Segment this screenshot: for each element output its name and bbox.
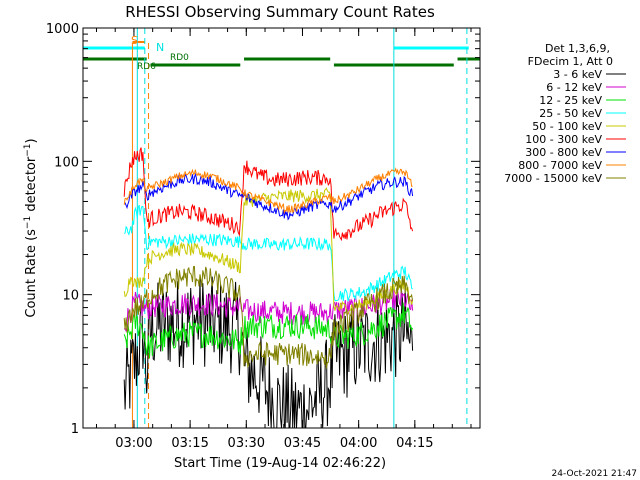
y-axis-label-part1: Count Rate (s xyxy=(24,229,39,318)
chart-title: RHESSI Observing Summary Count Rates xyxy=(125,3,435,21)
legend-label-8: 7000 - 15000 keV xyxy=(504,172,602,185)
series-line-0 xyxy=(123,276,414,429)
series-line-1 xyxy=(123,288,414,332)
legend-header-line2: FDecim 1, Att 0 xyxy=(528,55,613,68)
x-tick-label-3: 03:45 xyxy=(284,436,321,451)
y-axis-ticks: 1 10 100 1000 xyxy=(46,22,480,437)
series-line-2 xyxy=(123,302,414,359)
rd0-label: RD0 xyxy=(170,53,189,63)
series-line-5 xyxy=(123,147,414,242)
series-line-7 xyxy=(123,167,413,215)
x-tick-label-5: 04:15 xyxy=(396,436,433,451)
legend-label-4: 50 - 100 keV xyxy=(532,120,602,133)
legend-label-1: 6 - 12 keV xyxy=(546,81,602,94)
series-lines xyxy=(123,147,414,429)
y-axis-label-sup1: −1 xyxy=(23,216,33,229)
x-tick-label-2: 03:30 xyxy=(228,436,265,451)
series-line-3 xyxy=(123,204,413,302)
plot-area xyxy=(83,28,480,429)
rd6-label: RD6 xyxy=(137,62,156,72)
legend-label-7: 800 - 7000 keV xyxy=(518,159,602,172)
y-tick-label-3: 1000 xyxy=(46,22,79,37)
legend-label-6: 300 - 800 keV xyxy=(525,146,602,159)
legend-label-5: 100 - 300 keV xyxy=(525,133,602,146)
y-axis-label-part2: detector xyxy=(24,156,39,216)
y-axis-label-part3: ) xyxy=(24,138,39,143)
saa-label: S xyxy=(131,34,138,47)
y-tick-label-1: 10 xyxy=(62,289,79,304)
footer-date: 24-Oct-2021 21:47 xyxy=(552,469,637,479)
x-tick-label-0: 03:00 xyxy=(115,436,152,451)
y-axis-label: Count Rate (s−1 detector−1) xyxy=(23,138,39,317)
y-tick-label-0: 1 xyxy=(71,422,79,437)
legend-label-0: 3 - 6 keV xyxy=(553,68,602,81)
legend: Det 1,3,6,9, FDecim 1, Att 0 3 - 6 keV6 … xyxy=(504,42,626,185)
legend-label-2: 12 - 25 keV xyxy=(539,94,602,107)
x-axis-ticks: 03:00 03:15 03:30 03:45 04:00 04:15 xyxy=(95,28,472,451)
y-axis-label-sup2: −1 xyxy=(23,143,33,156)
x-tick-label-4: 04:00 xyxy=(340,436,377,451)
x-axis-label: Start Time (19-Aug-14 02:46:22) xyxy=(174,456,386,471)
night-label: N xyxy=(156,41,164,54)
legend-label-3: 25 - 50 keV xyxy=(539,107,602,120)
plot-frame xyxy=(82,27,481,429)
legend-header-line1: Det 1,3,6,9, xyxy=(545,42,610,55)
y-tick-label-2: 100 xyxy=(54,155,79,170)
series-line-8 xyxy=(123,265,414,369)
x-tick-label-1: 03:15 xyxy=(171,436,208,451)
